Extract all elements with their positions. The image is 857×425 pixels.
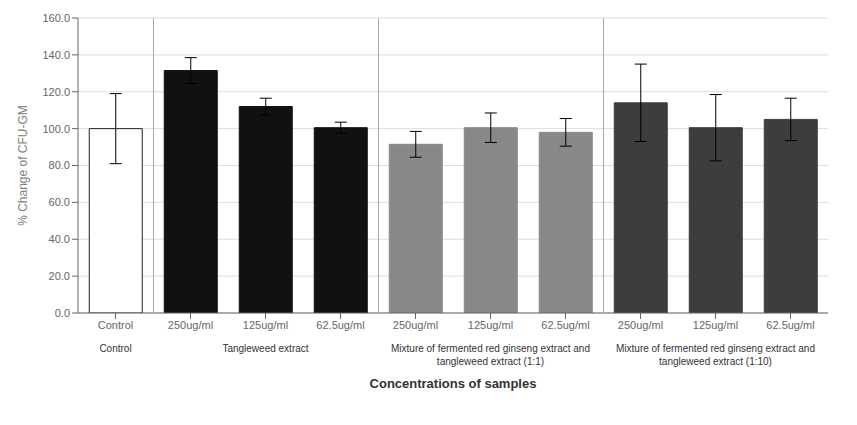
svg-text:80.0: 80.0 xyxy=(49,159,70,171)
svg-text:250ug/ml: 250ug/ml xyxy=(393,319,438,331)
html-text:Tangleweed extract: Tangleweed extract xyxy=(222,343,309,354)
svg-text:140.0: 140.0 xyxy=(42,49,70,61)
svg-text:250ug/ml: 250ug/ml xyxy=(618,319,663,331)
svg-text:62.5ug/ml: 62.5ug/ml xyxy=(541,319,589,331)
svg-text:250ug/ml: 250ug/ml xyxy=(168,319,213,331)
svg-text:62.5ug/ml: 62.5ug/ml xyxy=(316,319,364,331)
svg-text:125ug/ml: 125ug/ml xyxy=(243,319,288,331)
svg-text:125ug/ml: 125ug/ml xyxy=(693,319,738,331)
svg-text:160.0: 160.0 xyxy=(42,12,70,24)
svg-text:60.0: 60.0 xyxy=(49,196,70,208)
html-text:Control: Control xyxy=(99,343,132,354)
html-text:Mixture of fermented red ginse: Mixture of fermented red ginseng extract… xyxy=(391,343,590,367)
svg-text:20.0: 20.0 xyxy=(49,270,70,282)
svg-text:125ug/ml: 125ug/ml xyxy=(468,319,513,331)
svg-text:% Change of CFU-GM: % Change of CFU-GM xyxy=(16,105,30,226)
svg-text:100.0: 100.0 xyxy=(42,123,70,135)
html-text:Concentrations of samples: Concentrations of samples xyxy=(369,376,537,391)
svg-text:40.0: 40.0 xyxy=(49,233,70,245)
svg-text:62.5ug/ml: 62.5ug/ml xyxy=(766,319,814,331)
svg-text:120.0: 120.0 xyxy=(42,86,70,98)
svg-text:Control: Control xyxy=(98,319,133,331)
svg-text:0.0: 0.0 xyxy=(55,307,70,319)
html-text:Mixture of fermented red ginse: Mixture of fermented red ginseng extract… xyxy=(616,343,815,367)
